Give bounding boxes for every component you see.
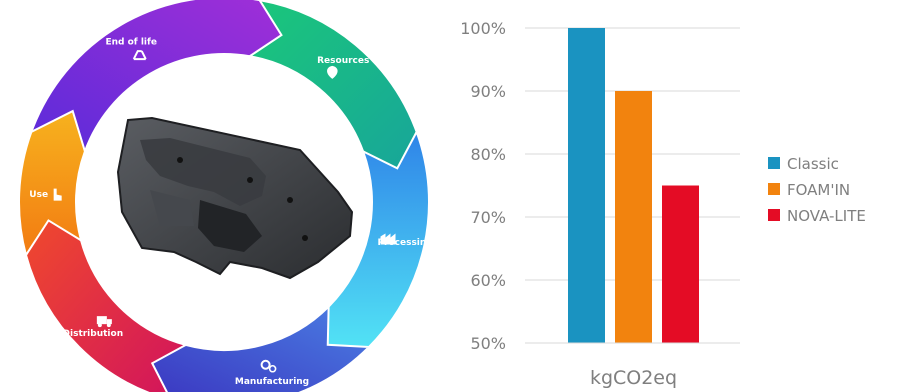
cycle-stage-label: Resources — [317, 56, 369, 66]
x-category-label: kgCO2eq — [590, 367, 677, 389]
y-tick-label: 70% — [470, 208, 506, 227]
emissions-bar-chart: 50% 60% 70% 80% 90% 100% kgCO2eq Classic FOAM'… — [460, 19, 866, 389]
legend-swatch — [768, 183, 780, 195]
cycle-stage-label: Distribution — [63, 329, 124, 339]
cycle-stage-use: Use — [18, 109, 86, 258]
bar-nova-lite — [662, 185, 699, 343]
legend-label: FOAM'IN — [787, 181, 850, 199]
gears-icon — [260, 359, 277, 373]
legend: Classic FOAM'IN NOVA-LITE — [768, 155, 866, 225]
legend-swatch — [768, 209, 780, 221]
truck-icon — [96, 316, 112, 328]
tap-hand-icon — [53, 188, 62, 201]
legend-label: NOVA-LITE — [787, 207, 866, 225]
legend-swatch — [768, 157, 780, 169]
product-image — [116, 116, 354, 280]
life-cycle-diagram: End of life Resources Processing Manufactur… — [18, 0, 433, 392]
y-tick-label: 60% — [470, 271, 506, 290]
bar-classic — [568, 28, 605, 343]
cycle-stage-label: Use — [29, 190, 48, 200]
cycle-stage-label: Manufacturing — [235, 377, 309, 387]
recycle-icon — [132, 50, 147, 61]
y-tick-label: 90% — [470, 82, 506, 101]
bar-foam-in — [615, 91, 652, 343]
cycle-stage-label: Processing — [377, 238, 432, 248]
leaf-icon — [327, 65, 338, 79]
y-tick-label: 50% — [470, 334, 506, 353]
y-tick-label: 100% — [460, 19, 506, 38]
y-tick-label: 80% — [470, 145, 506, 164]
legend-label: Classic — [787, 155, 839, 173]
y-axis-ticks: 50% 60% 70% 80% 90% 100% — [460, 19, 506, 353]
bars — [568, 28, 699, 343]
factory-icon — [380, 233, 396, 245]
cycle-stage-label: End of life — [105, 37, 157, 47]
